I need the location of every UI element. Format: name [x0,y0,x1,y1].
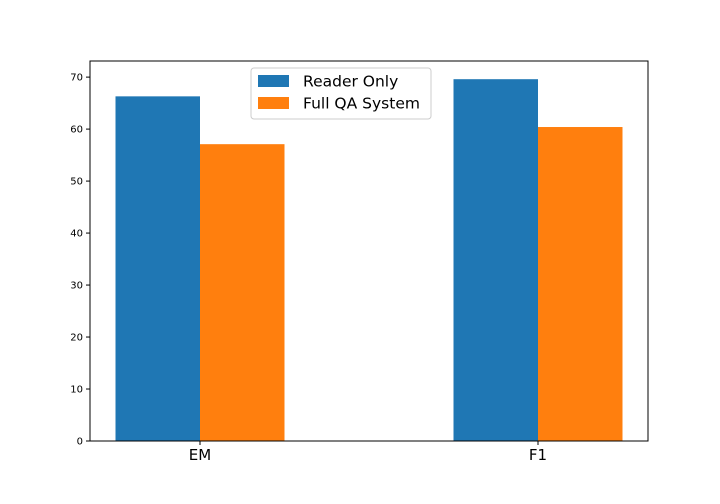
bar-full-qa-system-em [200,144,285,441]
y-tick-label: 40 [70,229,83,240]
y-tick-label: 20 [70,333,83,344]
legend-label-reader-only: Reader Only [303,73,398,91]
plot-area [115,79,623,442]
bar-full-qa-system-f1 [538,127,623,441]
y-tick-label: 0 [77,437,83,448]
legend: Reader Only Full QA System [250,67,432,120]
legend-box [250,67,432,120]
y-tick-label: 10 [70,385,83,396]
axes: 0 10 20 30 40 50 60 70 EM F1 [70,60,649,464]
x-tick-label: F1 [529,446,547,464]
bar-reader-only-em [115,96,200,441]
legend-label-full-qa-system: Full QA System [303,95,420,113]
y-tick-label: 30 [70,281,83,292]
axes-frame [89,60,649,442]
y-tick-label: 50 [70,177,83,188]
y-tick-label: 70 [70,73,83,84]
y-tick-label: 60 [70,125,83,136]
x-tick-label: EM [189,446,211,464]
bar-reader-only-f1 [453,79,538,442]
legend-swatch-reader-only [258,75,289,87]
legend-swatch-full-qa-system [258,97,289,109]
